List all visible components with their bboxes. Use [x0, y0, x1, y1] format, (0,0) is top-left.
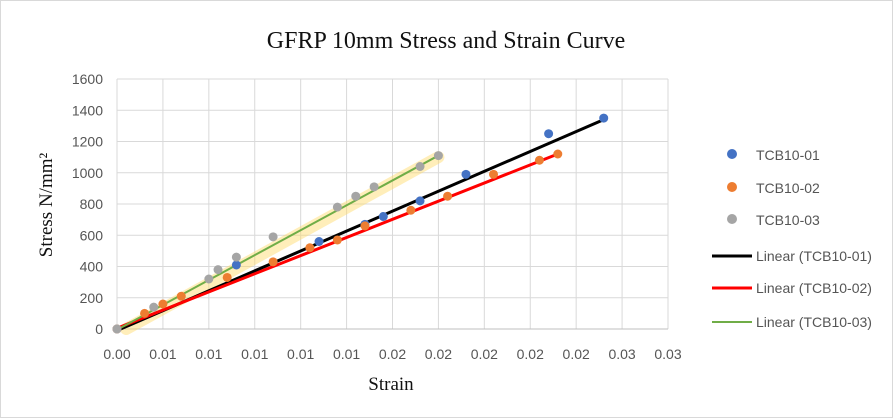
- point-series-3: [213, 265, 223, 275]
- y-tick-label: 600: [80, 227, 104, 243]
- highlight-band-stroke: [120, 151, 445, 335]
- y-tick-label: 1600: [72, 71, 103, 87]
- point-series-3: [204, 274, 214, 284]
- y-tick-label: 400: [80, 259, 104, 275]
- x-tick-label: 0.02: [563, 346, 590, 362]
- point-series-1: [231, 260, 241, 270]
- point-series-3: [231, 252, 241, 262]
- point-series-3: [351, 191, 361, 201]
- point-series-2: [158, 299, 168, 309]
- x-tick-label: 0.01: [287, 346, 314, 362]
- point-series-3: [433, 151, 443, 161]
- point-series-1: [314, 237, 324, 246]
- y-tick-label: 1400: [72, 102, 103, 118]
- point-series-2: [332, 235, 342, 245]
- x-tick-label: 0.03: [608, 346, 635, 362]
- y-tick-label: 1000: [72, 165, 103, 181]
- x-axis-title: Strain: [368, 374, 414, 395]
- highlight-band: [120, 151, 445, 335]
- x-tick-label: 0.02: [425, 346, 452, 362]
- x-tick-label: 0.03: [654, 346, 681, 362]
- point-series-2: [140, 308, 150, 318]
- axes: [116, 79, 668, 330]
- point-series-2: [489, 169, 499, 179]
- tick-labels: 0 200 400 600 800 1000 1200 1400 1600 0.00 0.01 0.0…: [72, 71, 682, 362]
- point-series-1: [461, 169, 471, 179]
- legend: TCB10-01 TCB10-02 TCB10-03 Linear (TCB10-01…: [712, 147, 872, 330]
- y-axis-title: Stress N/mm²: [36, 153, 57, 258]
- gridlines: [117, 78, 669, 329]
- y-tick-label: 200: [80, 290, 104, 306]
- x-tick-label: 0.02: [471, 346, 498, 362]
- y-tick-label: 800: [80, 196, 104, 212]
- trendline-3: [116, 154, 439, 331]
- point-series-2: [222, 272, 232, 282]
- point-series-3: [332, 202, 342, 212]
- x-tick-label: 0.01: [241, 346, 268, 362]
- legend-label-3: TCB10-03: [756, 212, 820, 228]
- point-series-3: [369, 182, 379, 192]
- point-series-3: [415, 162, 425, 171]
- x-tick-label: 0.02: [379, 346, 406, 362]
- x-tick-label: 0.02: [517, 346, 544, 362]
- y-tick-label: 1200: [72, 134, 103, 150]
- legend-trend-label-1: Linear (TCB10-01): [756, 248, 872, 264]
- legend-marker-2: [727, 182, 737, 192]
- point-series-3: [149, 302, 159, 312]
- legend-label-2: TCB10-02: [756, 180, 820, 196]
- point-series-2: [534, 155, 544, 165]
- point-series-1: [415, 196, 425, 206]
- point-series-2: [268, 257, 278, 267]
- chart-title: GFRP 10mm Stress and Strain Curve: [267, 28, 625, 54]
- point-series-1: [599, 113, 609, 123]
- point-series-1: [378, 212, 388, 221]
- point-series-1: [544, 129, 554, 139]
- point-series-3: [112, 324, 122, 334]
- x-tick-label: 0.01: [149, 346, 176, 362]
- y-tick-label: 0: [95, 321, 103, 337]
- data-points: [112, 113, 609, 334]
- point-series-2: [305, 243, 315, 253]
- point-series-3: [268, 232, 278, 242]
- x-tick-label: 0.01: [333, 346, 360, 362]
- point-series-2: [443, 191, 453, 201]
- point-series-2: [406, 205, 416, 215]
- point-series-2: [360, 221, 370, 231]
- legend-trend-label-2: Linear (TCB10-02): [756, 280, 872, 296]
- point-series-2: [176, 291, 186, 301]
- legend-label-1: TCB10-01: [756, 147, 820, 163]
- legend-trend-label-3: Linear (TCB10-03): [756, 314, 872, 330]
- x-tick-label: 0.00: [103, 346, 130, 362]
- legend-marker-3: [727, 214, 737, 224]
- point-series-2: [553, 149, 563, 159]
- x-tick-label: 0.01: [195, 346, 222, 362]
- legend-marker-1: [727, 149, 737, 159]
